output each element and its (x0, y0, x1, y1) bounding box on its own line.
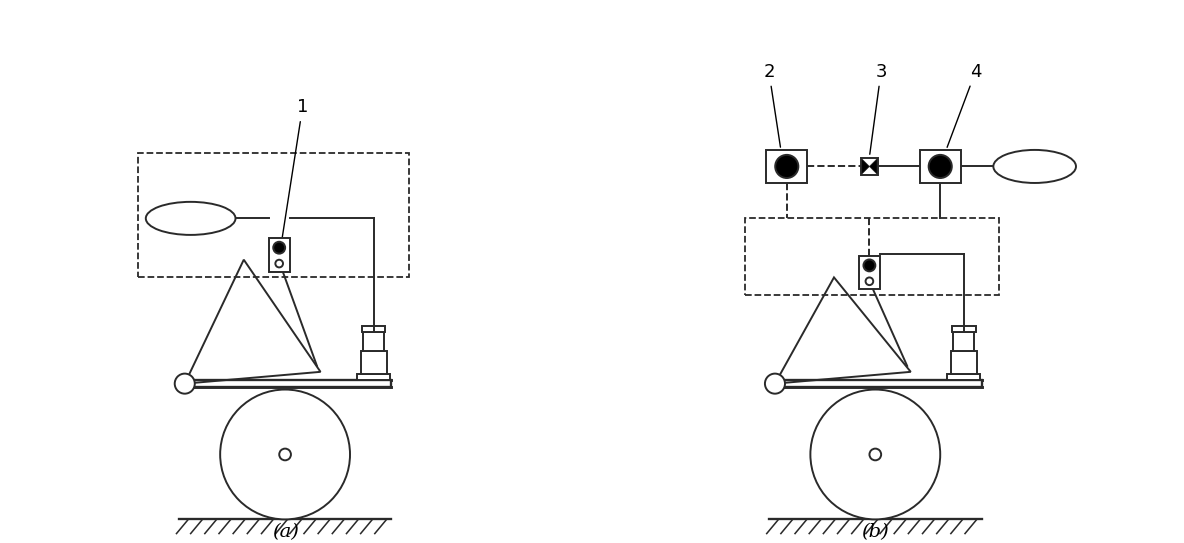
Bar (269, 238, 290, 272)
Circle shape (765, 374, 785, 394)
Text: 1: 1 (282, 98, 308, 239)
Bar (920, 150, 961, 183)
Bar (362, 326, 386, 332)
Circle shape (928, 155, 952, 178)
Bar (947, 374, 980, 380)
Circle shape (866, 277, 874, 285)
Text: 4: 4 (947, 63, 982, 147)
Text: 2: 2 (764, 63, 780, 147)
Ellipse shape (993, 150, 1076, 183)
Circle shape (279, 449, 291, 460)
Bar (766, 150, 807, 183)
Bar (858, 256, 880, 289)
Bar (358, 374, 391, 380)
Circle shape (776, 155, 798, 178)
Text: 3: 3 (870, 63, 887, 154)
Bar (770, 381, 982, 387)
Circle shape (175, 374, 195, 394)
Circle shape (863, 260, 875, 272)
Text: (b): (b) (862, 523, 889, 541)
Bar (137, 154, 408, 277)
Bar (746, 218, 999, 295)
Polygon shape (869, 159, 877, 174)
Ellipse shape (146, 202, 236, 235)
Circle shape (810, 389, 940, 520)
Bar (361, 351, 387, 374)
Bar (953, 332, 974, 351)
Bar (951, 351, 977, 374)
Bar (363, 332, 385, 351)
Text: (a): (a) (271, 523, 298, 541)
Bar (952, 326, 976, 332)
Circle shape (869, 449, 881, 460)
Circle shape (276, 260, 283, 267)
Bar (179, 381, 392, 387)
Bar (861, 158, 877, 175)
Polygon shape (862, 159, 869, 174)
Circle shape (274, 242, 285, 254)
Circle shape (220, 389, 350, 520)
